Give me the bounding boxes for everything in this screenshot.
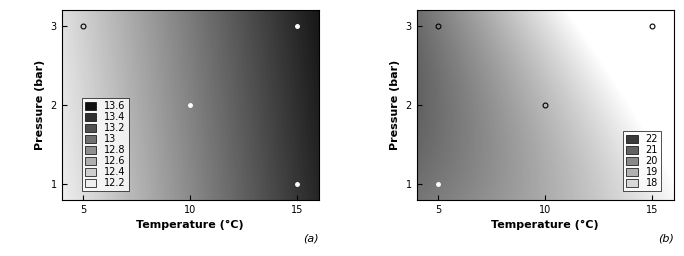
X-axis label: Temperature (°C): Temperature (°C) <box>136 220 244 230</box>
Legend: 13.6, 13.4, 13.2, 13, 12.8, 12.6, 12.4, 12.2: 13.6, 13.4, 13.2, 13, 12.8, 12.6, 12.4, … <box>82 98 129 191</box>
X-axis label: Temperature (°C): Temperature (°C) <box>491 220 599 230</box>
Text: (a): (a) <box>303 234 319 244</box>
Y-axis label: Pressure (bar): Pressure (bar) <box>35 60 45 150</box>
Y-axis label: Pressure (bar): Pressure (bar) <box>390 60 400 150</box>
Text: (b): (b) <box>658 234 674 244</box>
Legend: 22, 21, 20, 19, 18: 22, 21, 20, 19, 18 <box>623 131 661 191</box>
